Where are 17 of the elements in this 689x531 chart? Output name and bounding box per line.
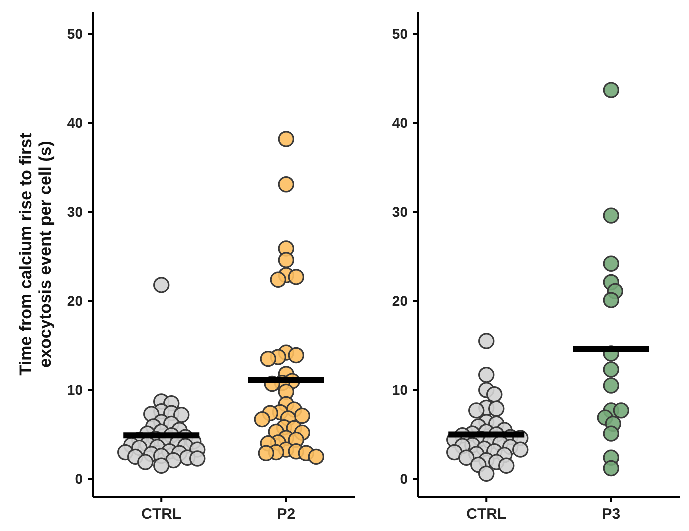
y-tick-label: 50 [392, 26, 408, 42]
y-tick-label: 20 [392, 293, 408, 310]
y-tick-label: 10 [67, 382, 84, 398]
y-tick-label: 0 [400, 471, 408, 488]
y-tick-label: 30 [67, 204, 84, 220]
x-tick-label: CTRL [466, 506, 507, 523]
y-axis-title: Time from calcium rise to first exocytosis event per cell (s) [16, 132, 55, 376]
y-tick-label: 50 [67, 26, 84, 42]
y-tick-label: 0 [75, 471, 84, 488]
y-tick-label: 10 [392, 382, 408, 398]
x-tick-label: P3 [602, 506, 621, 523]
x-tick-label: P2 [277, 506, 296, 523]
y-tick-label: 40 [392, 115, 408, 132]
y-tick-label: 30 [392, 204, 408, 220]
x-tick-label: CTRL [142, 506, 182, 523]
y-tick-label: 20 [67, 293, 84, 310]
y-tick-label: 40 [67, 115, 84, 132]
